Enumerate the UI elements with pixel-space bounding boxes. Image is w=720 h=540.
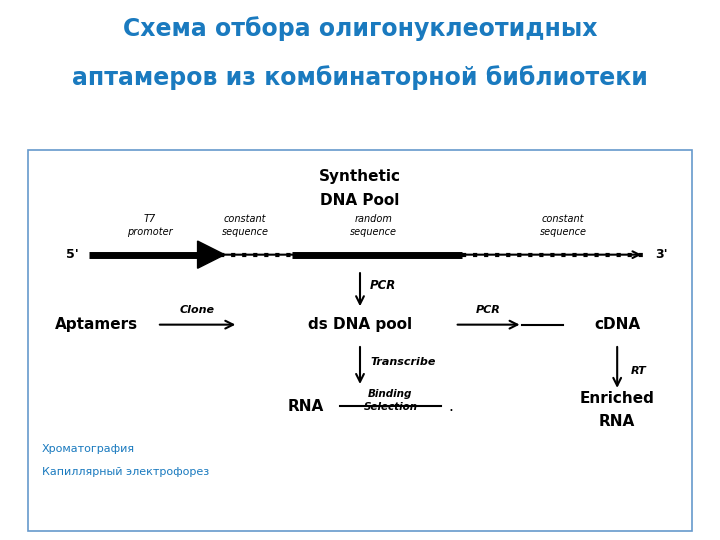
Text: ds DNA pool: ds DNA pool — [308, 317, 412, 332]
Text: RNA: RNA — [599, 414, 635, 429]
Text: RT: RT — [631, 366, 647, 376]
Text: constant: constant — [224, 213, 266, 224]
Text: RNA: RNA — [288, 399, 324, 414]
Text: Clone: Clone — [180, 305, 215, 315]
Text: Synthetic: Synthetic — [319, 170, 401, 184]
Text: PCR: PCR — [476, 305, 501, 315]
Text: Binding: Binding — [368, 388, 413, 399]
Text: random: random — [354, 213, 392, 224]
Text: .: . — [448, 399, 453, 414]
Text: 5': 5' — [66, 248, 78, 261]
Text: Капиллярный электрофорез: Капиллярный электрофорез — [42, 468, 209, 477]
Text: DNA Pool: DNA Pool — [320, 193, 400, 208]
Text: 3': 3' — [655, 248, 667, 261]
Text: promoter: promoter — [127, 227, 173, 237]
Text: sequence: sequence — [350, 227, 397, 237]
FancyBboxPatch shape — [28, 150, 692, 531]
Text: T7: T7 — [144, 213, 156, 224]
Text: Хроматография: Хроматография — [42, 444, 135, 454]
Text: sequence: sequence — [222, 227, 269, 237]
Text: Aptamers: Aptamers — [55, 317, 138, 332]
Text: Selection: Selection — [364, 402, 418, 412]
Text: аптамеров из комбинаторной библиотеки: аптамеров из комбинаторной библиотеки — [72, 65, 648, 90]
Text: Enriched: Enriched — [580, 391, 654, 406]
Polygon shape — [197, 241, 225, 268]
Text: sequence: sequence — [539, 227, 587, 237]
Text: PCR: PCR — [370, 279, 397, 292]
Text: constant: constant — [541, 213, 585, 224]
Text: Transcribe: Transcribe — [370, 356, 436, 367]
Text: Схема отбора олигонуклеотидных: Схема отбора олигонуклеотидных — [122, 16, 598, 41]
Text: cDNA: cDNA — [594, 317, 640, 332]
